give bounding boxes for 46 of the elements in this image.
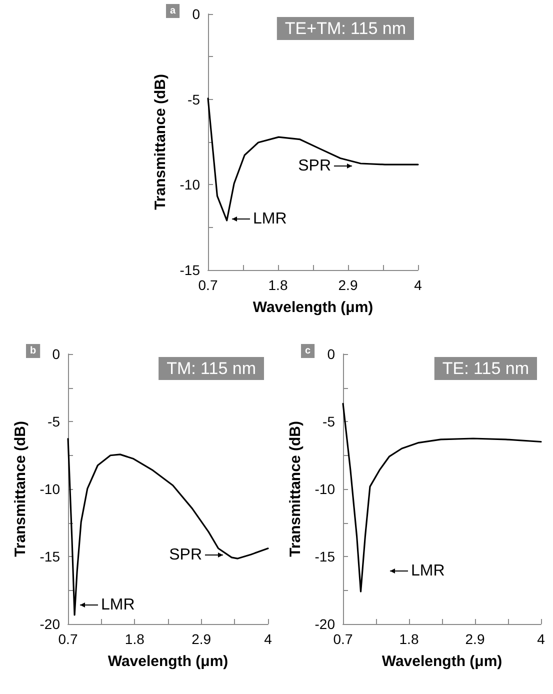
x-tick-label: 0.7 [198,277,218,293]
y-tick-label: -15 [314,548,336,564]
line-series [342,402,542,592]
x-axis-title: Wavelength (μm) [108,653,228,670]
annotation: SPR [169,546,202,564]
y-tick-label: -20 [314,616,336,632]
annotation: LMR [253,210,287,228]
text: a [170,6,176,16]
y-tick-label: -5 [48,414,60,430]
line-series [67,438,269,616]
y-tick-label: -5 [322,414,336,430]
annotation: LMR [101,596,135,614]
y-axis-title: Transmittance (dB) [152,74,169,210]
x-tick-label: 4 [264,631,272,647]
x-tick-label: 1.8 [124,631,145,647]
x-tick-label: 2.9 [192,631,212,647]
x-tick-label: 2.9 [338,277,358,293]
annotation: LMR [411,562,445,580]
y-tick-label: -15 [40,548,60,564]
y-tick-label: 0 [52,346,60,362]
x-tick-label: 4 [414,277,422,293]
y-tick-label: -10 [314,481,336,497]
x-tick-label: 4 [537,631,546,647]
y-tick-label: 0 [327,346,336,362]
y-tick-label: 0 [192,6,200,22]
y-tick-label: -10 [180,176,200,193]
y-tick-label: -15 [180,262,200,278]
x-tick-label: 1.8 [268,277,288,293]
chart-title: TM: 115 nm [166,359,256,378]
chart-title: TE: 115 nm [442,359,530,378]
line-series [207,98,419,222]
text: b [30,346,36,356]
y-axis-title: Transmittance (dB) [12,421,29,557]
x-tick-label: 2.9 [465,631,485,647]
annotation: SPR [298,158,331,174]
x-tick-label: 0.7 [333,631,353,647]
y-axis-title: Transmittance (dB) [287,421,304,557]
x-axis-title: Wavelength (μm) [252,299,374,316]
y-tick-label: -20 [40,616,60,632]
x-axis-title: Wavelength (μm) [382,653,502,670]
x-tick-label: 0.7 [58,631,78,647]
chart-title: TE+TM: 115 nm [284,19,406,38]
text: c [305,346,311,356]
y-tick-label: -5 [188,91,200,108]
y-tick-label: -10 [40,481,60,497]
x-tick-label: 1.8 [399,631,419,647]
